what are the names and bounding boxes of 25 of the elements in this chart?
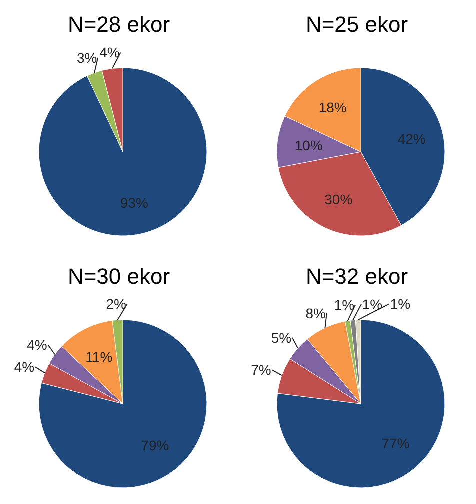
- data-label: 8%: [306, 305, 326, 322]
- data-label: 18%: [318, 100, 347, 116]
- data-label: 7%: [251, 362, 272, 378]
- pie-slice: [38, 68, 208, 236]
- chart-title: N=28 ekor: [68, 12, 170, 37]
- data-label: 4%: [100, 44, 120, 61]
- data-label: 10%: [294, 137, 323, 154]
- data-label: 5%: [271, 330, 292, 346]
- data-label: 93%: [120, 195, 148, 212]
- data-label: 11%: [86, 349, 113, 366]
- data-label: 4%: [27, 337, 48, 354]
- data-label: 79%: [141, 437, 170, 454]
- data-label: 77%: [382, 435, 410, 452]
- data-label: 1%: [362, 296, 383, 312]
- chart-title: N=30 ekor: [68, 264, 170, 289]
- data-label: 2%: [106, 296, 126, 312]
- data-label: 42%: [398, 130, 426, 147]
- chart-title: N=25 ekor: [306, 12, 408, 37]
- chart-title: N=32 ekor: [306, 264, 408, 289]
- data-label: 1%: [334, 297, 355, 314]
- pie-slice: [86, 70, 124, 152]
- data-label: 3%: [76, 50, 98, 66]
- data-label: 30%: [324, 191, 353, 208]
- data-label: 4%: [14, 359, 35, 376]
- data-label: 1%: [390, 296, 411, 312]
